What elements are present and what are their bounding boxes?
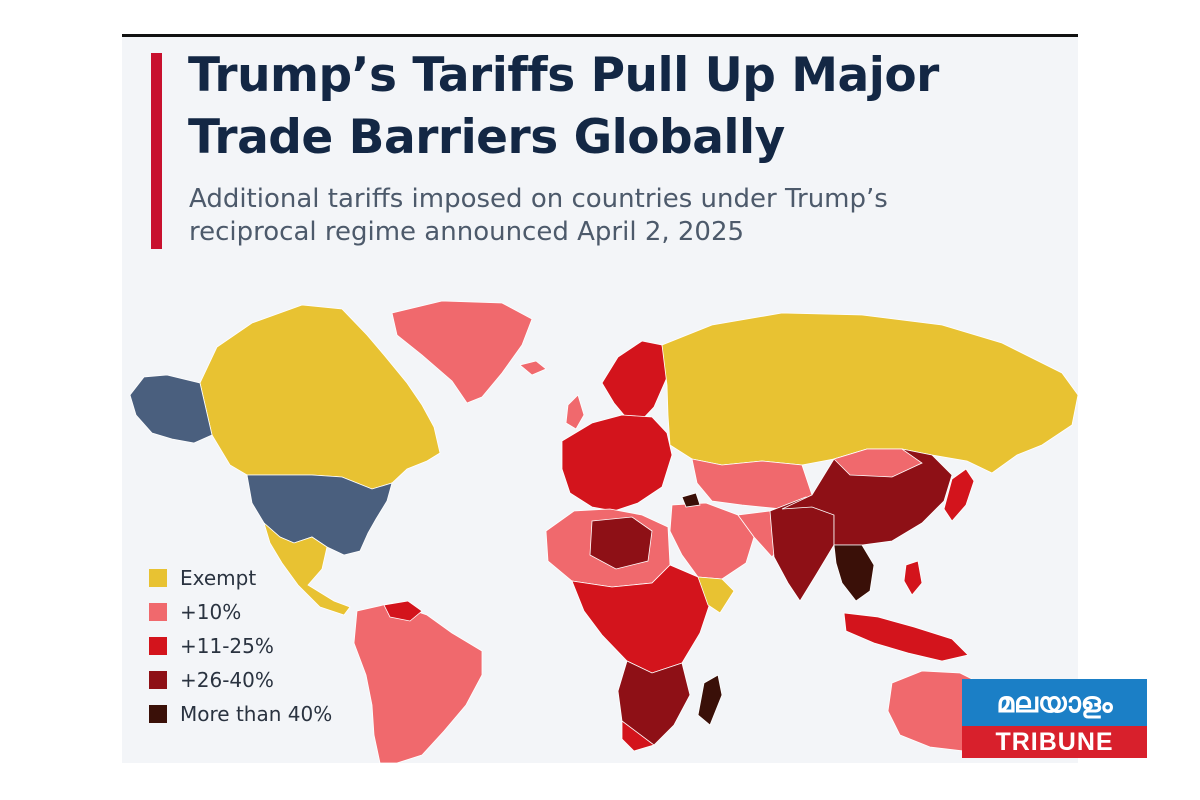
legend-item-10-percent: +10% [149, 595, 332, 629]
legend-swatch [149, 705, 167, 723]
greenland-region [391, 300, 533, 404]
legend-swatch [149, 671, 167, 689]
south-america-region [353, 602, 483, 763]
mexico-region [263, 521, 351, 616]
horn-of-africa-region [697, 576, 735, 614]
philippines-region [903, 560, 923, 596]
venezuela-region [383, 600, 423, 622]
southern-africa-region [617, 660, 691, 748]
japan-region [943, 468, 975, 522]
legend-label: More than 40% [180, 702, 333, 726]
uk-region [565, 394, 585, 430]
scandinavia-region [601, 340, 669, 426]
legend-item-11-25-percent: +11-25% [149, 629, 332, 663]
libya-region [589, 516, 653, 570]
legend-item-26-40-percent: +26-40% [149, 663, 332, 697]
south-africa-region [621, 720, 655, 752]
legend-label: Exempt [180, 566, 257, 590]
southeast-asia-region [833, 544, 875, 602]
legend-swatch [149, 569, 167, 587]
middle-east-region [669, 502, 755, 580]
madagascar-region [697, 674, 723, 726]
maritime-southeast-asia-region [843, 612, 969, 662]
central-africa-region [571, 564, 713, 674]
legend-item-exempt: Exempt [149, 561, 332, 595]
legend-label: +10% [180, 600, 242, 624]
south-asia-region [769, 496, 835, 602]
legend-swatch [149, 637, 167, 655]
infographic-card: Trump’s Tariffs Pull Up Major Trade Barr… [122, 34, 1078, 763]
legend-label: +11-25% [180, 634, 274, 658]
map-legend: Exempt +10% +11-25% +26-40% More than 40… [149, 561, 332, 731]
iceland-region [519, 360, 547, 376]
mongolia-region [833, 448, 923, 478]
badge-tribune-text: TRIBUNE [962, 726, 1147, 758]
page-title: Trump’s Tariffs Pull Up Major Trade Barr… [188, 48, 939, 165]
page-subtitle: Additional tariffs imposed on countries … [189, 184, 888, 247]
syria-region [681, 492, 701, 508]
world-map [129, 300, 1078, 763]
title-accent-bar [151, 53, 162, 249]
alaska-region [129, 374, 213, 444]
badge-malayalam-text: മലയാളം [962, 679, 1147, 726]
legend-label: +26-40% [180, 668, 274, 692]
legend-item-more-than-40-percent: More than 40% [149, 697, 332, 731]
europe-region [561, 414, 673, 512]
legend-swatch [149, 603, 167, 621]
publisher-badge: മലയാളം TRIBUNE [962, 679, 1147, 758]
